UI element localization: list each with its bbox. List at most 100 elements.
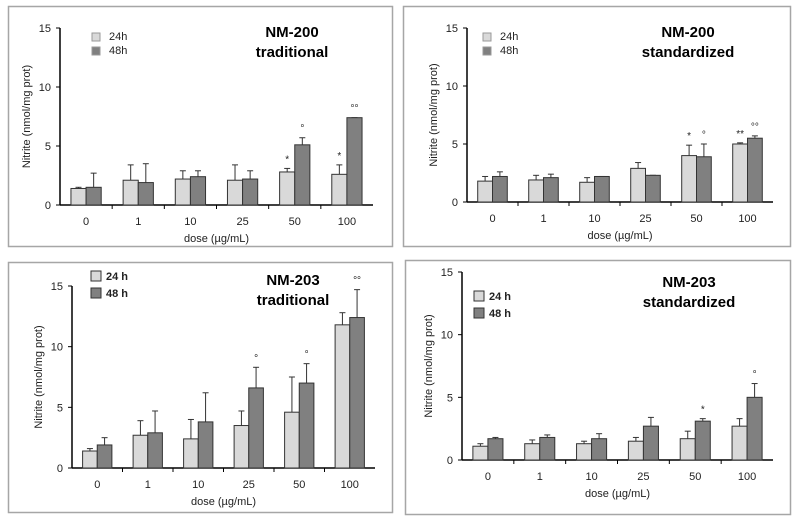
bar-48h-100 bbox=[747, 137, 763, 203]
chart-title-line: NM-200 bbox=[265, 24, 318, 41]
bar-48h-10 bbox=[594, 175, 610, 203]
bar-24h-10 bbox=[579, 181, 596, 203]
legend-label: 48 h bbox=[489, 308, 511, 320]
x-tick-label: 25 bbox=[639, 213, 651, 225]
x-tick-label: 10 bbox=[588, 213, 600, 225]
significance-mark: ° bbox=[702, 130, 706, 141]
legend-swatch bbox=[473, 307, 485, 319]
x-tick-label: 100 bbox=[338, 216, 356, 228]
bar-24h-25 bbox=[630, 167, 647, 203]
panel-border bbox=[7, 5, 394, 248]
bar-24h-1 bbox=[528, 179, 545, 203]
x-tick-label: 100 bbox=[738, 213, 756, 225]
y-tick-label: 5 bbox=[45, 141, 51, 153]
legend-swatch bbox=[90, 287, 102, 299]
x-tick-label: 50 bbox=[689, 471, 701, 483]
chart-title-line: standardized bbox=[642, 44, 735, 61]
x-tick-label: 1 bbox=[135, 216, 141, 228]
legend-swatch bbox=[482, 46, 492, 56]
y-tick-label: 10 bbox=[441, 330, 453, 342]
y-tick-label: 0 bbox=[57, 463, 63, 475]
significance-mark: * bbox=[285, 154, 289, 165]
chart-title-line: traditional bbox=[257, 292, 330, 309]
bar-48h-10 bbox=[591, 438, 608, 461]
bar-48h-100 bbox=[349, 317, 365, 469]
y-tick-label: 10 bbox=[446, 81, 458, 93]
x-tick-label: 10 bbox=[585, 471, 597, 483]
x-tick-label: 100 bbox=[738, 471, 756, 483]
bar-48h-25 bbox=[642, 425, 659, 461]
chart-title-line: traditional bbox=[256, 44, 329, 61]
bar-48h-50 bbox=[694, 420, 711, 461]
x-tick-label: 0 bbox=[485, 471, 491, 483]
y-tick-label: 5 bbox=[452, 139, 458, 151]
bar-48h-1 bbox=[543, 177, 559, 203]
panel-border bbox=[402, 5, 792, 248]
bar-48h-25 bbox=[645, 174, 661, 203]
legend-label: 48h bbox=[500, 45, 518, 57]
x-tick-label: 0 bbox=[94, 479, 100, 491]
bar-48h-100 bbox=[346, 117, 363, 206]
x-tick-label: 25 bbox=[637, 471, 649, 483]
x-tick-label: 1 bbox=[145, 479, 151, 491]
chart-title-line: standardized bbox=[643, 294, 736, 311]
significance-mark: ° bbox=[300, 124, 304, 135]
bar-48h-100 bbox=[746, 396, 763, 461]
bar-24h-50 bbox=[679, 438, 696, 461]
panel-border bbox=[404, 259, 792, 516]
y-tick-label: 15 bbox=[39, 23, 51, 35]
legend-label: 48h bbox=[109, 45, 127, 57]
bar-24h-25 bbox=[226, 179, 244, 206]
x-tick-label: 0 bbox=[83, 216, 89, 228]
y-tick-label: 10 bbox=[51, 342, 63, 354]
bar-24h-25 bbox=[627, 440, 644, 461]
x-tick-label: 100 bbox=[341, 479, 359, 491]
x-tick-label: 10 bbox=[192, 479, 204, 491]
chart-panel-4: 0 5 10 15 0 1 10 25 50 100 24 h * ° 48 h NM-203 standar… bbox=[404, 259, 792, 516]
y-axis-label: Nitrite (nmol/mg prot) bbox=[33, 325, 45, 428]
x-axis-label: dose (µg/mL) bbox=[587, 230, 652, 242]
legend-label: 24 h bbox=[489, 291, 511, 303]
bar-48h-0 bbox=[85, 186, 102, 206]
bar-48h-1 bbox=[147, 432, 163, 469]
significance-mark: °° bbox=[350, 104, 358, 115]
y-tick-label: 5 bbox=[447, 392, 453, 404]
bar-48h-25 bbox=[242, 178, 259, 206]
bar-48h-0 bbox=[492, 175, 508, 203]
bar-24h-10 bbox=[183, 438, 199, 469]
y-tick-label: 0 bbox=[452, 197, 458, 209]
legend-swatch bbox=[482, 32, 492, 42]
legend-label: 24 h bbox=[106, 271, 128, 283]
y-axis-label: Nitrite (nmol/mg prot) bbox=[423, 314, 435, 417]
bar-24h-100 bbox=[331, 173, 348, 206]
bar-48h-50 bbox=[294, 144, 311, 206]
y-tick-label: 5 bbox=[57, 402, 63, 414]
legend-label: 24h bbox=[500, 31, 518, 43]
significance-mark: °° bbox=[353, 276, 361, 287]
y-tick-label: 10 bbox=[39, 82, 51, 94]
bar-24h-0 bbox=[477, 180, 493, 203]
bar-24h-50 bbox=[279, 171, 296, 206]
x-tick-label: 1 bbox=[540, 213, 546, 225]
x-axis-label: dose (µg/mL) bbox=[184, 233, 249, 245]
bar-24h-10 bbox=[174, 178, 191, 206]
x-tick-label: 25 bbox=[243, 479, 255, 491]
bar-24h-1 bbox=[524, 443, 541, 461]
legend-label: 24h bbox=[109, 31, 127, 43]
y-tick-label: 15 bbox=[51, 281, 63, 293]
significance-mark: ** bbox=[736, 129, 744, 140]
bar-48h-25 bbox=[248, 387, 264, 469]
x-tick-label: 0 bbox=[489, 213, 495, 225]
x-axis-label: dose (µg/mL) bbox=[585, 488, 650, 500]
x-tick-label: 1 bbox=[537, 471, 543, 483]
bar-48h-1 bbox=[137, 182, 154, 206]
legend-swatch bbox=[91, 46, 101, 56]
bar-48h-0 bbox=[96, 444, 113, 469]
bar-48h-10 bbox=[189, 176, 207, 206]
y-tick-label: 0 bbox=[45, 200, 51, 212]
x-tick-label: 25 bbox=[236, 216, 248, 228]
